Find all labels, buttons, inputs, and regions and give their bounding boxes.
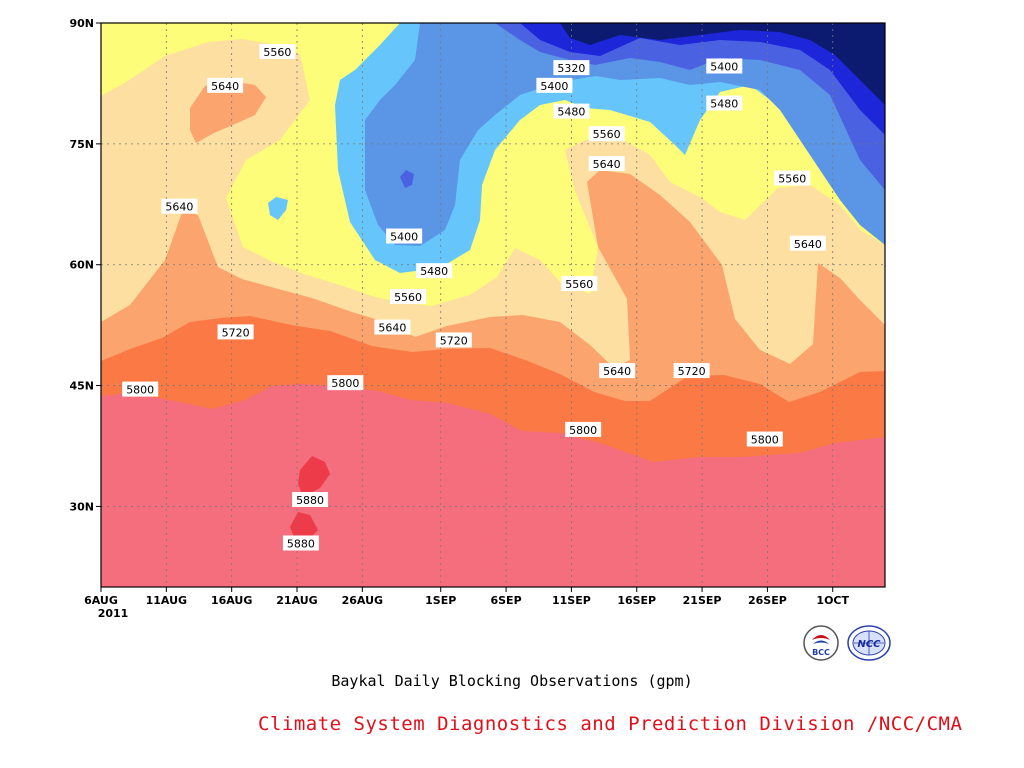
ncc-logo: NCC [847, 625, 891, 661]
bcc-logo: BCC [803, 625, 839, 661]
contour-label: 5720 [678, 365, 706, 378]
contour-label: 5720 [440, 334, 468, 347]
contour-label-box [374, 319, 411, 335]
contour-label: 5640 [794, 238, 822, 251]
contour-label: 5880 [296, 494, 324, 507]
contour-label-box [588, 156, 625, 171]
contour-label: 5480 [557, 106, 585, 119]
contour-label: 5800 [126, 384, 154, 397]
y-tick-label: 45N [69, 380, 94, 393]
contour-label: 5880 [287, 537, 315, 550]
contour-label: 5640 [165, 201, 193, 214]
contour-label: 5560 [263, 46, 291, 59]
contour-label: 5560 [778, 173, 806, 186]
y-tick-label: 30N [69, 500, 94, 513]
contour-label: 5640 [211, 80, 239, 93]
contour-label: 5640 [603, 365, 631, 378]
region-5240-5320-small-patch [400, 170, 414, 188]
region-below-5160 [560, 23, 885, 105]
contour-label-box [259, 44, 296, 60]
x-tick-label: 26SEP [748, 594, 787, 607]
contour-label: 5640 [378, 322, 406, 335]
x-tick-label: 16SEP [617, 594, 656, 607]
contour-label: 5320 [557, 62, 585, 75]
contour-label-box [553, 103, 590, 119]
contour-label-box [706, 58, 743, 74]
x-tick-label: 1OCT [816, 594, 849, 607]
contour-label-box [122, 381, 159, 397]
x-tick-label: 11SEP [552, 594, 591, 607]
region-above-5880-upper [298, 456, 330, 497]
contour-label: 5800 [751, 434, 779, 447]
contour-label-box [673, 363, 710, 379]
contour-label: 5560 [394, 291, 422, 304]
contour-label-box [536, 77, 573, 93]
contour-fills [101, 23, 885, 587]
contour-labels: 5560 5640 5640 5320 5400 5400 5480 5480 5560 5560… [122, 44, 826, 551]
svg-text:NCC: NCC [857, 639, 881, 650]
region-5240-5320 [495, 23, 885, 190]
contour-label-box [789, 235, 826, 251]
contour-label-box [553, 60, 590, 76]
contour-label: 5800 [331, 377, 359, 390]
x-tick-label: 6SEP [490, 594, 521, 607]
contour-label-box [217, 324, 254, 340]
contour-label-box [390, 288, 427, 304]
contour-label: 5480 [710, 98, 738, 111]
x-tick-label: 11AUG [146, 594, 187, 607]
contour-label-box [282, 535, 319, 551]
contour-label: 5640 [593, 158, 621, 171]
contour-label-box [435, 332, 472, 348]
chart-title: Baykal Daily Blocking Observations (gpm) [331, 672, 693, 690]
contour-label-box [706, 95, 743, 111]
x-tick-label: 21AUG [276, 594, 317, 607]
contour-label-box [207, 77, 244, 93]
contour-label: 5400 [390, 231, 418, 244]
credit-line: Climate System Diagnostics and Predictio… [258, 713, 963, 735]
region-5480-5560-small-patch [268, 197, 288, 220]
contour-label: 5560 [565, 278, 593, 291]
x-tick-label: 26AUG [342, 594, 383, 607]
region-5640-5720-nw-patch [190, 80, 266, 143]
contour-label-box [565, 421, 602, 437]
contour-label-box [561, 276, 598, 292]
contour-label: 5400 [540, 80, 568, 93]
contour-label-box [774, 170, 811, 186]
plot-frame [100, 22, 886, 588]
contour-label-box [292, 491, 329, 507]
contour-label-box [416, 263, 453, 279]
contour-label-box [327, 375, 364, 391]
contour-label: 5800 [569, 424, 597, 437]
region-above-5880-lower [290, 512, 318, 538]
contour-label-box [161, 198, 198, 214]
svg-text:BCC: BCC [812, 648, 830, 657]
contour-label: 5480 [420, 265, 448, 278]
contour-label-box [386, 228, 423, 244]
contour-label: 5400 [710, 61, 738, 74]
x-tick-sublabel: 2011 [98, 607, 129, 620]
x-tick-label: 21SEP [683, 594, 722, 607]
y-tick-label: 90N [69, 17, 94, 30]
x-tick-label: 16AUG [211, 594, 252, 607]
x-tick-label: 1SEP [425, 594, 456, 607]
contour-label-box [746, 431, 783, 447]
region-5320-5400 [365, 23, 885, 246]
contour-label: 5560 [593, 128, 621, 141]
contour-label-box [588, 126, 625, 142]
grid [101, 23, 885, 587]
y-tick-label: 60N [69, 259, 94, 272]
contour-label-box [599, 363, 636, 379]
x-tick-label: 6AUG [84, 594, 118, 607]
contour-label: 5720 [222, 326, 250, 339]
y-tick-label: 75N [69, 138, 94, 151]
